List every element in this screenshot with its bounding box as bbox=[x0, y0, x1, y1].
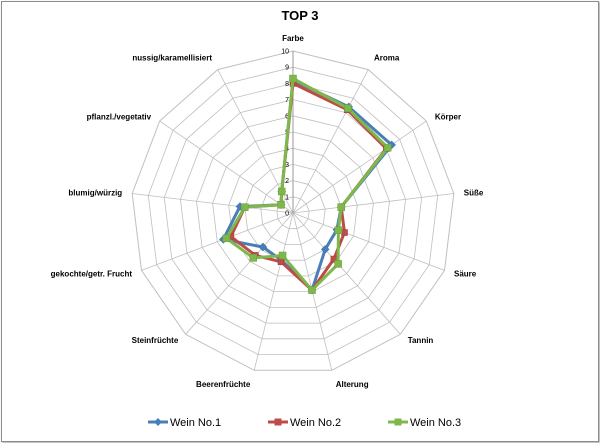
grid-ring bbox=[147, 66, 439, 356]
grid-spoke bbox=[132, 193, 294, 214]
legend-item: Wein No.2 bbox=[268, 417, 341, 429]
tick-label: 2 bbox=[285, 178, 289, 185]
grid-spoke bbox=[185, 212, 294, 335]
data-series bbox=[218, 74, 397, 295]
tick-label: 0 bbox=[285, 211, 289, 218]
data-point bbox=[344, 104, 352, 113]
category-label: nussig/karamellisiert bbox=[132, 54, 212, 63]
grid-ring bbox=[212, 131, 374, 293]
data-point bbox=[334, 226, 343, 234]
data-point bbox=[320, 245, 330, 254]
data-point bbox=[222, 234, 231, 243]
category-label: Alterung bbox=[336, 380, 369, 389]
legend-marker bbox=[154, 418, 162, 426]
grid-spoke bbox=[292, 212, 401, 335]
tick-label: 9 bbox=[285, 65, 289, 72]
grid-ring bbox=[131, 50, 455, 371]
data-point bbox=[241, 203, 249, 211]
series-group bbox=[222, 74, 392, 294]
category-labels: Farbe Aroma Körper Süße Säure Tannin Alterung B… bbox=[51, 34, 484, 389]
category-label: pflanzl./vegetativ bbox=[87, 112, 152, 121]
category-label: Aroma bbox=[374, 54, 400, 63]
tick-label: 8 bbox=[285, 81, 289, 88]
data-point bbox=[249, 254, 258, 262]
category-label: Süße bbox=[464, 189, 484, 198]
data-point bbox=[277, 258, 285, 266]
legend: Wein No.1 Wein No.2 Wein No.3 bbox=[148, 417, 461, 429]
series-line bbox=[224, 77, 390, 292]
data-point bbox=[341, 229, 348, 236]
grid-spoke bbox=[292, 193, 454, 214]
grid-spoke bbox=[159, 120, 294, 214]
grid-spoke bbox=[292, 120, 427, 214]
grid-ring bbox=[228, 147, 358, 277]
grid-spoke bbox=[253, 212, 294, 371]
data-point bbox=[258, 242, 268, 252]
data-point bbox=[383, 143, 392, 152]
legend-item: Wein No.3 bbox=[388, 417, 461, 429]
category-label: gekochte/getr. Frucht bbox=[51, 269, 133, 278]
legend-label: Wein No.3 bbox=[410, 417, 461, 429]
data-point bbox=[277, 200, 285, 209]
tick-label: 7 bbox=[285, 97, 289, 104]
tick-label: 10 bbox=[281, 49, 289, 56]
category-label: blumig/würzig bbox=[68, 189, 122, 198]
data-point bbox=[308, 286, 316, 294]
legend-item: Wein No.1 bbox=[148, 417, 221, 429]
category-label: Beerenfrüchte bbox=[196, 380, 251, 389]
grid-spoke bbox=[292, 69, 369, 214]
grid-spoke bbox=[292, 212, 445, 271]
chart-title: TOP 3 bbox=[281, 8, 318, 23]
legend-label: Wein No.2 bbox=[290, 417, 341, 429]
grid-spoke bbox=[141, 212, 294, 271]
tick-label: 6 bbox=[285, 113, 289, 120]
data-point bbox=[278, 251, 287, 260]
category-label: Tannin bbox=[408, 336, 434, 345]
data-point bbox=[277, 187, 286, 196]
grid-ring bbox=[179, 99, 407, 324]
legend-label: Wein No.1 bbox=[170, 417, 221, 429]
grid-ring bbox=[260, 180, 326, 245]
legend-marker bbox=[394, 418, 402, 426]
category-label: Steinfrüchte bbox=[132, 336, 179, 345]
grid-ring bbox=[163, 82, 423, 340]
legend-marker bbox=[274, 418, 282, 426]
data-point bbox=[289, 74, 297, 83]
category-label: Säure bbox=[454, 269, 477, 278]
tick-label: 3 bbox=[285, 162, 289, 169]
data-point bbox=[334, 260, 342, 268]
category-label: Körper bbox=[435, 112, 461, 121]
radar-grid bbox=[131, 50, 455, 371]
tick-label: 1 bbox=[285, 194, 289, 201]
category-label: Farbe bbox=[282, 34, 304, 43]
grid-ring bbox=[244, 163, 342, 261]
data-point bbox=[337, 203, 345, 211]
